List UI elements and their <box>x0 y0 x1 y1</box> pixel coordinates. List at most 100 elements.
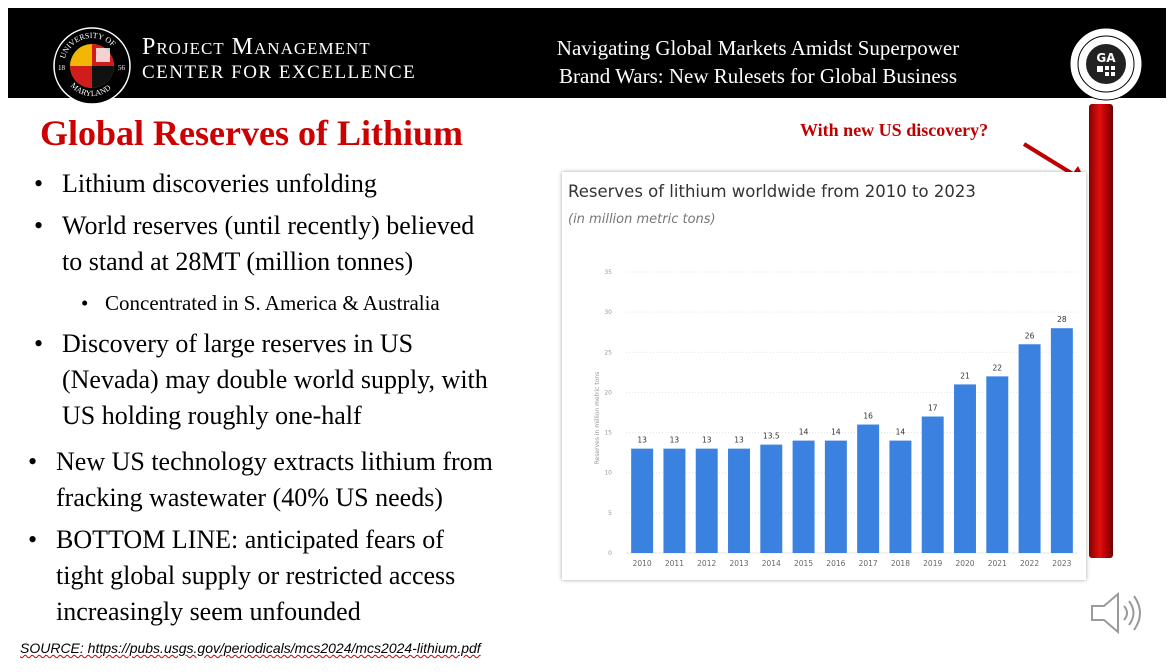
bar-2013 <box>728 448 750 553</box>
bullet-3-line-1: Concentrated in S. America & Australia <box>105 291 440 315</box>
bullet-5-line-1: New US technology extracts lithium from <box>56 447 493 476</box>
x-tick-label-2014: 2014 <box>762 559 781 568</box>
university-seal-icon: UNIVERSITY OF MARYLAND 18 56 <box>53 27 131 105</box>
header-band: UNIVERSITY OF MARYLAND 18 56 Project Man… <box>8 8 1166 105</box>
x-tick-layer: 2010 2011 2012 2013 2014 2015 2016 2017 2018 2019… <box>633 559 1072 568</box>
x-tick-label-2017: 2017 <box>859 559 878 568</box>
data-label-2019: 17 <box>928 404 938 413</box>
data-label-layer: 13 13 13 13 13.5 14 14 16 14 17 21 22 26 28 <box>637 315 1066 444</box>
center-emblem-icon: GA <box>1069 27 1143 101</box>
bar-2010 <box>631 448 654 553</box>
y-tick-label: 10 <box>604 470 612 477</box>
bar-2023 <box>1050 328 1073 553</box>
bullet-5-line-2: fracking wastewater (40% US needs) <box>56 483 443 512</box>
bar-2018 <box>889 440 912 553</box>
data-label-2020: 21 <box>960 371 970 380</box>
chart-title: Reserves of lithium worldwide from 2010 … <box>568 182 976 201</box>
bullet-6: • BOTTOM LINE: anticipated fears of tigh… <box>28 522 456 630</box>
y-axis-label: Reserves in million metric tons <box>594 372 601 465</box>
data-label-2011: 13 <box>670 436 680 445</box>
bullet-1-line-1: Lithium discoveries unfolding <box>62 169 377 198</box>
seal-year-left: 18 <box>58 64 66 72</box>
x-tick-label-2011: 2011 <box>665 559 684 568</box>
x-tick-label-2016: 2016 <box>826 559 845 568</box>
bar-2014 <box>760 444 783 553</box>
bar-2016 <box>824 440 847 553</box>
x-tick-label-2022: 2022 <box>1020 559 1039 568</box>
x-tick-label-2013: 2013 <box>729 559 748 568</box>
projected-reserve-bar <box>1089 104 1113 558</box>
x-tick-label-2018: 2018 <box>891 559 910 568</box>
bullet-4: • Discovery of large reserves in US (Nev… <box>34 326 488 434</box>
presentation-title-line2: Brand Wars: New Rulesets for Global Busi… <box>558 64 958 88</box>
y-tick-label: 30 <box>604 309 612 316</box>
presentation-title-line1: Navigating Global Markets Amidst Superpo… <box>556 36 960 60</box>
y-tick-layer: 0 5 10 15 20 25 30 35 <box>604 269 612 557</box>
grid-layer <box>626 271 1078 554</box>
bullet-dot-icon: • <box>81 291 89 315</box>
emblem-text: GA <box>1096 51 1116 65</box>
bullet-dot-icon: • <box>34 169 44 198</box>
bullet-5: • New US technology extracts lithium fro… <box>28 444 493 516</box>
bar-2020 <box>954 384 976 553</box>
data-label-2021: 22 <box>993 363 1003 372</box>
bar-2017 <box>857 424 880 553</box>
bullet-3: • Concentrated in S. America & Australia <box>81 289 440 317</box>
y-tick-label: 0 <box>608 550 612 557</box>
bullet-2-line-2: to stand at 28MT (million tonnes) <box>62 247 414 276</box>
chart-subtitle: (in million metric tons) <box>568 212 716 227</box>
bullet-6-line-3: increasingly seem unfounded <box>56 597 361 626</box>
data-label-2012: 13 <box>702 436 712 445</box>
data-label-2015: 14 <box>799 428 809 437</box>
y-tick-label: 5 <box>608 510 612 517</box>
annotation-text: With new US discovery? <box>800 120 989 140</box>
org-name-line2: CENTER FOR EXCELLENCE <box>142 62 417 83</box>
bullet-2: • World reserves (until recently) believ… <box>34 208 475 280</box>
bullet-dot-icon: • <box>34 329 44 358</box>
bar-2011 <box>663 448 686 553</box>
bar-chart: 0 5 10 15 20 25 30 35 13 13 13 13 13.5 14 14 16 14 17 21 2… <box>594 269 1078 568</box>
y-tick-label: 35 <box>604 269 612 276</box>
bullet-dot-icon: • <box>28 447 38 476</box>
data-label-2013: 13 <box>734 436 744 445</box>
bullet-dot-icon: • <box>34 211 44 240</box>
slide-title: Global Reserves of Lithium <box>40 113 463 153</box>
bullet-4-line-3: US holding roughly one-half <box>62 401 362 430</box>
x-tick-label-2019: 2019 <box>923 559 942 568</box>
data-label-2016: 14 <box>831 428 841 437</box>
seal-year-right: 56 <box>118 64 126 72</box>
audio-speaker-icon[interactable] <box>1086 586 1150 640</box>
data-label-2010: 13 <box>637 436 647 445</box>
bullet-2-line-1: World reserves (until recently) believed <box>62 211 475 240</box>
bar-2022 <box>1018 344 1041 553</box>
y-tick-label: 15 <box>604 430 612 437</box>
bullet-4-line-1: Discovery of large reserves in US <box>62 329 414 358</box>
chart-panel: Reserves of lithium worldwide from 2010 … <box>562 172 1086 580</box>
bar-2019 <box>921 416 944 553</box>
bullet-6-line-1: BOTTOM LINE: anticipated fears of <box>56 525 444 554</box>
x-tick-label-2015: 2015 <box>794 559 813 568</box>
bar-2021 <box>986 376 1009 553</box>
org-name-line1: Project Management <box>142 34 371 60</box>
bar-2015 <box>792 440 815 553</box>
x-tick-label-2021: 2021 <box>988 559 1007 568</box>
data-label-2022: 26 <box>1025 331 1035 340</box>
data-label-2018: 14 <box>896 428 906 437</box>
bullet-4-line-2: (Nevada) may double world supply, with <box>62 365 488 394</box>
x-tick-label-2020: 2020 <box>955 559 974 568</box>
bullet-1: • Lithium discoveries unfolding <box>34 166 377 202</box>
presentation-title: Navigating Global Markets Amidst Superpo… <box>508 34 1008 90</box>
data-label-2014: 13.5 <box>763 432 780 441</box>
source-citation: SOURCE: https://pubs.usgs.gov/periodical… <box>20 640 481 656</box>
y-tick-label: 25 <box>604 349 612 356</box>
x-tick-label-2023: 2023 <box>1052 559 1071 568</box>
data-label-2023: 28 <box>1057 315 1067 324</box>
x-tick-label-2012: 2012 <box>697 559 716 568</box>
bar-2012 <box>695 448 718 553</box>
bullet-6-line-2: tight global supply or restricted access <box>56 561 456 590</box>
data-label-2017: 16 <box>863 412 873 421</box>
bar-layer <box>631 328 1073 553</box>
bullet-dot-icon: • <box>28 525 38 554</box>
x-tick-label-2010: 2010 <box>633 559 652 568</box>
